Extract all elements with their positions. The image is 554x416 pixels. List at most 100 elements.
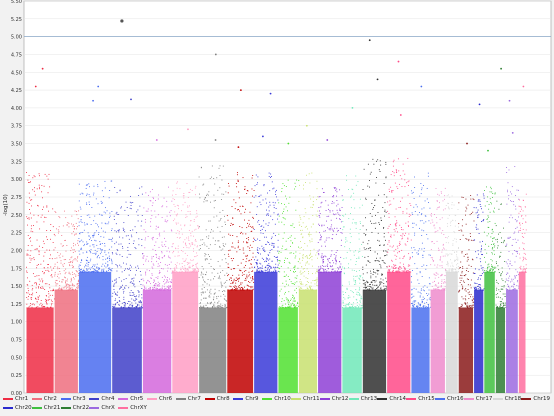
snp-point bbox=[466, 260, 468, 262]
snp-point bbox=[225, 300, 227, 301]
snp-point bbox=[374, 199, 375, 201]
snp-point bbox=[133, 284, 135, 286]
snp-point bbox=[175, 248, 177, 250]
snp-point bbox=[438, 289, 440, 291]
snp-point bbox=[350, 195, 352, 197]
snp-point bbox=[465, 270, 467, 271]
snp-point bbox=[420, 304, 421, 306]
snp-point bbox=[166, 280, 168, 282]
snp-point bbox=[465, 223, 467, 225]
snp-point bbox=[306, 245, 308, 247]
snp-point bbox=[181, 250, 182, 251]
snp-point bbox=[128, 306, 129, 308]
snp-point bbox=[342, 199, 343, 201]
snp-point bbox=[397, 252, 399, 254]
snp-point bbox=[394, 264, 396, 266]
snp-point bbox=[262, 270, 264, 272]
snp-point bbox=[231, 282, 233, 284]
snp-point bbox=[252, 241, 254, 243]
snp-point bbox=[413, 295, 415, 297]
snp-point bbox=[339, 208, 341, 210]
snp-point bbox=[195, 271, 197, 273]
snp-point bbox=[391, 271, 393, 273]
snp-point bbox=[252, 227, 254, 229]
snp-point bbox=[489, 191, 491, 193]
snp-point bbox=[465, 303, 467, 305]
snp-point bbox=[360, 297, 362, 299]
snp-point bbox=[92, 266, 94, 267]
snp-point bbox=[320, 202, 322, 204]
snp-point bbox=[70, 250, 72, 252]
snp-point bbox=[457, 266, 459, 267]
snp-point bbox=[399, 268, 401, 270]
snp-point bbox=[255, 195, 257, 197]
snp-point bbox=[76, 214, 78, 216]
snp-point bbox=[178, 255, 180, 257]
snp-point bbox=[163, 279, 165, 281]
snp-point bbox=[270, 176, 271, 178]
snp-point bbox=[362, 266, 364, 268]
snp-point bbox=[419, 304, 421, 306]
snp-point bbox=[370, 283, 371, 285]
snp-point bbox=[71, 287, 73, 289]
snp-point bbox=[219, 306, 221, 308]
snp-point bbox=[333, 202, 335, 204]
snp-point bbox=[137, 303, 139, 305]
snp-point bbox=[67, 284, 69, 286]
snp-point bbox=[239, 288, 241, 290]
snp-point bbox=[94, 271, 96, 273]
snp-point bbox=[472, 298, 474, 300]
snp-point bbox=[254, 239, 256, 241]
snp-point bbox=[236, 236, 238, 238]
snp-point bbox=[119, 264, 121, 266]
snp-point bbox=[525, 267, 527, 269]
snp-point bbox=[161, 288, 163, 289]
snp-point bbox=[356, 299, 358, 301]
snp-point bbox=[154, 285, 156, 286]
snp-point bbox=[51, 269, 53, 271]
snp-point bbox=[287, 267, 289, 269]
snp-point bbox=[176, 236, 178, 238]
snp-point bbox=[201, 307, 203, 309]
snp-point bbox=[42, 281, 44, 283]
snp-point bbox=[461, 275, 463, 277]
snp-point bbox=[216, 305, 218, 307]
snp-point bbox=[184, 201, 186, 203]
snp-point bbox=[61, 289, 63, 291]
snp-point bbox=[54, 273, 56, 275]
snp-point bbox=[499, 256, 500, 258]
snp-point bbox=[26, 272, 28, 273]
legend-label: Chr18 bbox=[504, 396, 522, 402]
snp-point bbox=[202, 291, 204, 293]
snp-point bbox=[336, 200, 338, 201]
snp-point bbox=[163, 289, 165, 291]
snp-point bbox=[275, 270, 277, 272]
snp-point bbox=[395, 258, 397, 260]
snp-point bbox=[339, 210, 341, 212]
snp-point bbox=[269, 252, 271, 254]
snp-point bbox=[441, 288, 443, 290]
snp-point bbox=[371, 215, 373, 217]
snp-point bbox=[399, 266, 401, 267]
snp-point bbox=[131, 282, 133, 284]
snp-point bbox=[78, 279, 80, 281]
snp-point bbox=[498, 289, 500, 291]
snp-point bbox=[411, 190, 412, 192]
snp-point bbox=[43, 272, 45, 274]
snp-point bbox=[188, 271, 190, 273]
snp-point bbox=[257, 266, 259, 267]
snp-point bbox=[337, 271, 338, 273]
snp-point bbox=[507, 286, 509, 288]
snp-point bbox=[257, 252, 258, 253]
snp-point bbox=[325, 230, 326, 232]
snp-point bbox=[277, 214, 279, 216]
snp-point bbox=[392, 267, 394, 269]
snp-point bbox=[123, 279, 125, 281]
snp-point bbox=[210, 293, 212, 295]
snp-point bbox=[223, 193, 225, 195]
snp-point bbox=[161, 287, 163, 289]
snp-point bbox=[41, 185, 43, 187]
snp-point bbox=[515, 269, 517, 271]
snp-point bbox=[365, 234, 366, 236]
